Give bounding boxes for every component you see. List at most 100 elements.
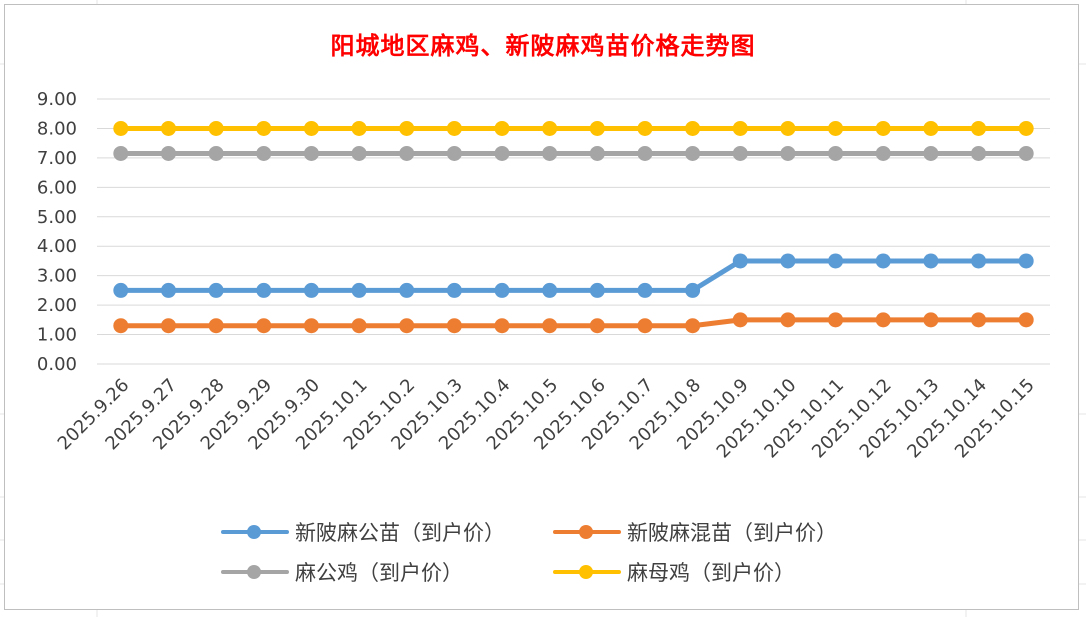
data-point[interactable]	[780, 312, 796, 328]
data-point[interactable]	[542, 145, 558, 161]
data-point[interactable]	[208, 318, 224, 334]
data-point[interactable]	[732, 312, 748, 328]
data-point[interactable]	[256, 318, 272, 334]
chart-area[interactable]	[4, 4, 1079, 610]
data-point[interactable]	[351, 145, 367, 161]
data-point[interactable]	[1018, 312, 1034, 328]
data-point[interactable]	[399, 145, 415, 161]
data-point[interactable]	[780, 120, 796, 136]
data-point[interactable]	[303, 318, 319, 334]
data-point[interactable]	[446, 120, 462, 136]
series-lines	[113, 120, 1034, 334]
data-point[interactable]	[637, 120, 653, 136]
data-point[interactable]	[685, 145, 701, 161]
data-point[interactable]	[303, 145, 319, 161]
data-point[interactable]	[446, 282, 462, 298]
data-point[interactable]	[923, 120, 939, 136]
series-4	[113, 120, 1034, 136]
data-point[interactable]	[160, 318, 176, 334]
data-point[interactable]	[351, 120, 367, 136]
data-point[interactable]	[971, 312, 987, 328]
x-axis-ticks: 2025.9.262025.9.272025.9.282025.9.292025…	[54, 375, 1039, 463]
data-point[interactable]	[685, 282, 701, 298]
data-point[interactable]	[542, 120, 558, 136]
data-point[interactable]	[828, 253, 844, 269]
data-point[interactable]	[351, 318, 367, 334]
data-point[interactable]	[1018, 253, 1034, 269]
data-point[interactable]	[828, 120, 844, 136]
series-3	[113, 145, 1034, 161]
data-point[interactable]	[828, 312, 844, 328]
data-point[interactable]	[685, 120, 701, 136]
y-axis-ticks: 0.00 1.00 2.00 3.00 4.00 5.00 6.00 7.00 8.00 9.00	[37, 89, 77, 375]
data-point[interactable]	[875, 120, 891, 136]
data-point[interactable]	[113, 282, 129, 298]
data-point[interactable]	[160, 145, 176, 161]
data-point[interactable]	[923, 312, 939, 328]
data-point[interactable]	[113, 318, 129, 334]
data-point[interactable]	[589, 282, 605, 298]
series-line	[118, 258, 1029, 293]
y-tick-label: 0.00	[37, 354, 77, 375]
data-point[interactable]	[208, 145, 224, 161]
data-point[interactable]	[113, 120, 129, 136]
data-point[interactable]	[160, 282, 176, 298]
y-tick-label: 6.00	[37, 177, 77, 198]
y-tick-label: 2.00	[37, 295, 77, 316]
data-point[interactable]	[399, 318, 415, 334]
data-point[interactable]	[732, 120, 748, 136]
y-tick-label: 3.00	[37, 266, 77, 287]
series-1	[113, 253, 1034, 298]
data-point[interactable]	[971, 253, 987, 269]
y-tick-label: 7.00	[37, 148, 77, 169]
data-point[interactable]	[1018, 120, 1034, 136]
data-point[interactable]	[113, 145, 129, 161]
data-point[interactable]	[732, 145, 748, 161]
data-point[interactable]	[542, 318, 558, 334]
data-point[interactable]	[637, 318, 653, 334]
data-point[interactable]	[494, 318, 510, 334]
data-point[interactable]	[637, 282, 653, 298]
data-point[interactable]	[875, 312, 891, 328]
data-point[interactable]	[780, 253, 796, 269]
data-point[interactable]	[971, 145, 987, 161]
data-point[interactable]	[494, 145, 510, 161]
data-point[interactable]	[303, 282, 319, 298]
data-point[interactable]	[542, 282, 558, 298]
series-2	[113, 312, 1034, 334]
data-point[interactable]	[1018, 145, 1034, 161]
data-point[interactable]	[399, 282, 415, 298]
y-tick-label: 8.00	[37, 118, 77, 139]
data-point[interactable]	[923, 145, 939, 161]
data-point[interactable]	[637, 145, 653, 161]
data-point[interactable]	[971, 120, 987, 136]
data-point[interactable]	[875, 253, 891, 269]
data-point[interactable]	[256, 120, 272, 136]
chart-title: 阳城地区麻鸡、新陂麻鸡苗价格走势图	[330, 31, 756, 60]
data-point[interactable]	[303, 120, 319, 136]
data-point[interactable]	[780, 145, 796, 161]
y-tick-label: 4.00	[37, 236, 77, 257]
data-point[interactable]	[160, 120, 176, 136]
data-point[interactable]	[875, 145, 891, 161]
y-tick-label: 1.00	[37, 325, 77, 346]
data-point[interactable]	[256, 282, 272, 298]
data-point[interactable]	[399, 120, 415, 136]
data-point[interactable]	[589, 318, 605, 334]
data-point[interactable]	[589, 120, 605, 136]
data-point[interactable]	[256, 145, 272, 161]
y-tick-label: 9.00	[37, 89, 77, 110]
data-point[interactable]	[208, 282, 224, 298]
data-point[interactable]	[351, 282, 367, 298]
data-point[interactable]	[494, 120, 510, 136]
data-point[interactable]	[446, 145, 462, 161]
data-point[interactable]	[685, 318, 701, 334]
data-point[interactable]	[732, 253, 748, 269]
data-point[interactable]	[208, 120, 224, 136]
data-point[interactable]	[923, 253, 939, 269]
data-point[interactable]	[828, 145, 844, 161]
data-point[interactable]	[589, 145, 605, 161]
data-point[interactable]	[494, 282, 510, 298]
data-point[interactable]	[446, 318, 462, 334]
